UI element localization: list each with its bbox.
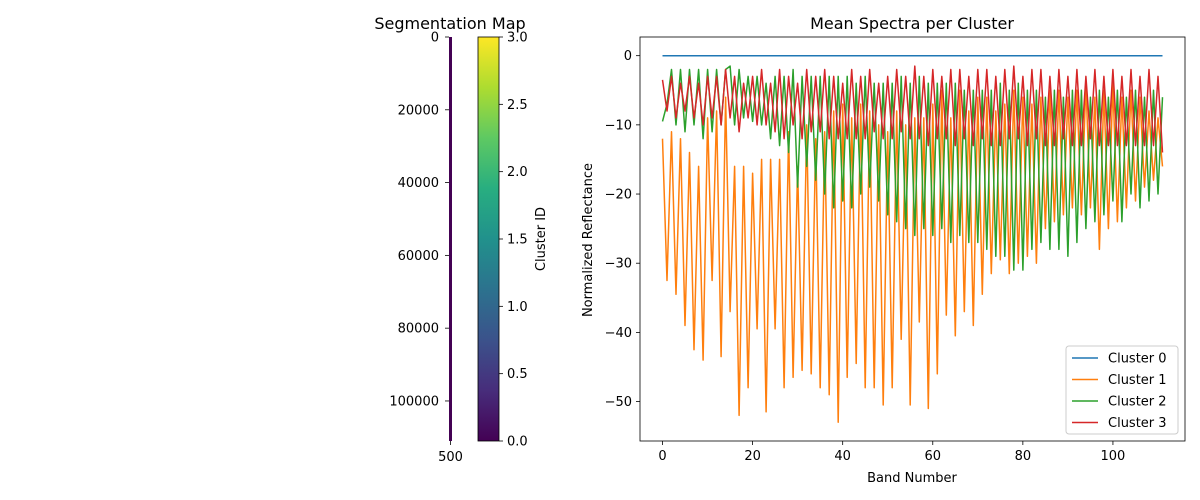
colorbar-label: Cluster ID [534, 207, 549, 271]
segmentation-y-tick-label: 20000 [398, 103, 439, 118]
segmentation-panel: Segmentation Map 0 20000 40000 60000 80000 10… [374, 14, 525, 465]
segmentation-y-tick-label: 0 [431, 31, 439, 46]
colorbar-tick-label: 1.0 [507, 300, 528, 315]
colorbar: 0.0 0.5 1.0 1.5 2.0 2.5 3.0 Cluster ID [477, 31, 549, 450]
spectra-y-tick-label: −40 [605, 326, 632, 341]
segmentation-y-tick-label: 80000 [398, 322, 439, 337]
spectra-y-tick-label: −50 [605, 395, 632, 410]
legend-label: Cluster 0 [1108, 352, 1167, 367]
spectra-x-tick-label: 100 [1101, 449, 1126, 464]
segmentation-y-tick-label: 40000 [398, 176, 439, 191]
spectra-title: Mean Spectra per Cluster [810, 14, 1014, 33]
segmentation-y-axis: 0 20000 40000 60000 80000 100000 [389, 31, 449, 409]
spectra-x-tick-label: 20 [744, 449, 761, 464]
spectra-x-tick-label: 0 [658, 449, 666, 464]
spectra-y-label: Normalized Reflectance [581, 163, 596, 317]
colorbar-ticks: 0.0 0.5 1.0 1.5 2.0 2.5 3.0 [499, 31, 528, 450]
legend-label: Cluster 2 [1108, 395, 1167, 410]
segmentation-y-tick-label: 60000 [398, 249, 439, 264]
legend-label: Cluster 3 [1108, 416, 1167, 431]
legend-box [1065, 345, 1179, 435]
colorbar-tick-label: 3.0 [507, 31, 528, 46]
segmentation-image-strip [449, 37, 452, 441]
spectra-x-tick-label: 60 [924, 449, 941, 464]
segmentation-y-tick-label: 100000 [389, 394, 439, 409]
legend-label: Cluster 1 [1108, 373, 1167, 388]
colorbar-tick-label: 0.5 [507, 367, 528, 382]
colorbar-tick-label: 1.5 [507, 233, 528, 248]
colorbar-body [477, 36, 500, 442]
spectra-y-tick-label: −20 [605, 188, 632, 203]
spectra-panel: Mean Spectra per Cluster 0 20 40 60 80 100 0 −… [581, 14, 1186, 486]
spectra-legend: Cluster 0 Cluster 1 Cluster 2 Cluster 3 [1065, 345, 1179, 435]
spectra-x-tick-label: 40 [834, 449, 851, 464]
segmentation-x-tick-label: 500 [438, 450, 463, 465]
segmentation-title: Segmentation Map [374, 14, 525, 33]
series-line [661, 65, 1164, 153]
spectra-x-label: Band Number [867, 471, 957, 486]
colorbar-tick-label: 2.0 [507, 165, 528, 180]
spectra-axes-frame [639, 36, 1186, 442]
spectra-y-tick-label: −10 [605, 118, 632, 133]
spectra-y-axis: 0 −10 −20 −30 −40 −50 [605, 49, 640, 410]
spectra-y-tick-label: 0 [624, 49, 632, 64]
spectra-x-axis: 0 20 40 60 80 100 [658, 441, 1125, 464]
colorbar-tick-label: 0.0 [507, 435, 528, 450]
colorbar-tick-label: 2.5 [507, 98, 528, 113]
spectra-x-tick-label: 80 [1015, 449, 1032, 464]
spectra-y-tick-label: −30 [605, 257, 632, 272]
spectra-series [661, 54, 1164, 424]
